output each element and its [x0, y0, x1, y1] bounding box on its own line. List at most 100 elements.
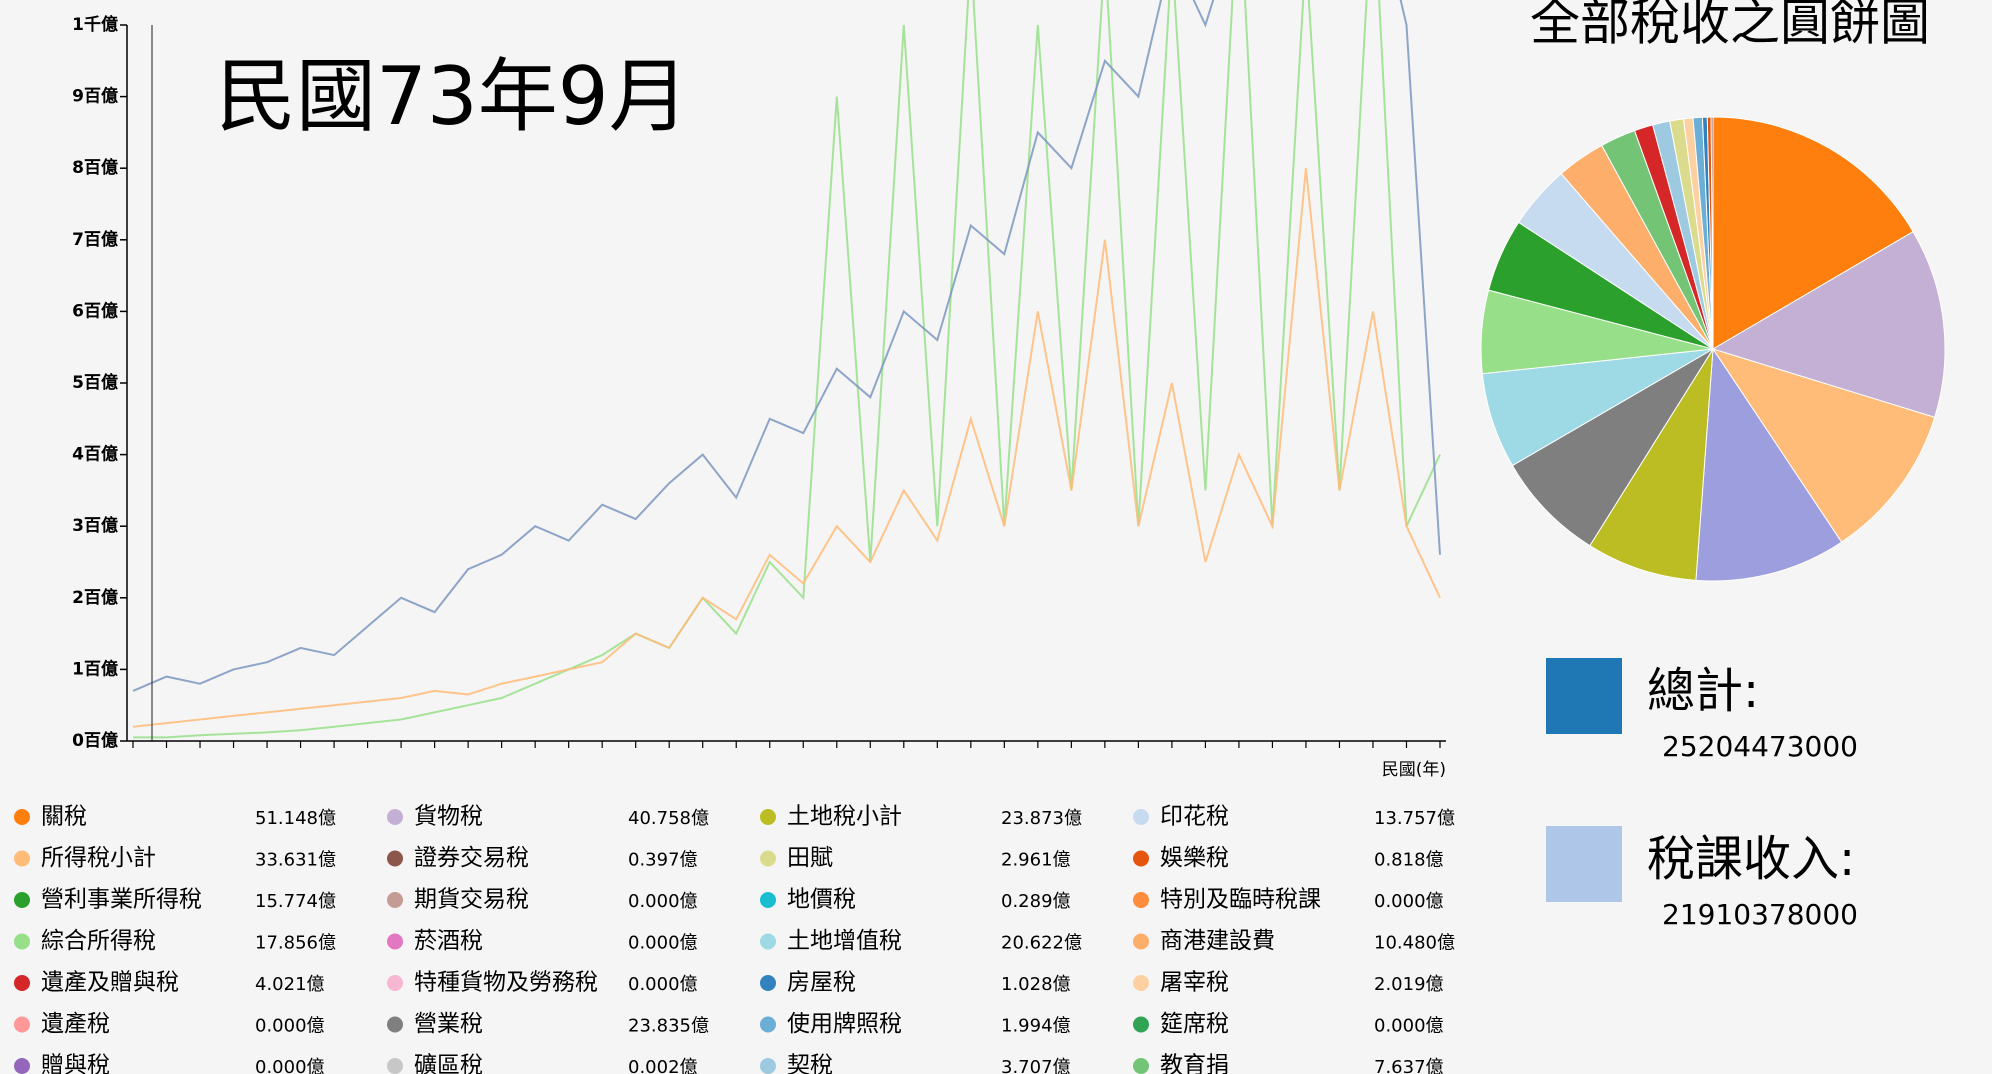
legend-name: 贈與稅: [41, 1053, 110, 1074]
legend-value: 0.000億: [1374, 1016, 1444, 1037]
total-swatch: [1546, 658, 1622, 734]
legend-dot: [14, 975, 30, 991]
series-line: [133, 0, 1441, 739]
legend-value: 23.835億: [628, 1016, 709, 1037]
legend-dot: [387, 892, 403, 908]
legend-dot: [1133, 850, 1149, 867]
legend-value: 51.148億: [255, 808, 336, 829]
legend-value: 23.873億: [1001, 808, 1082, 829]
series-line: [132, 168, 1441, 728]
pie-title: 全部稅收之圓餅圖: [1530, 0, 1930, 52]
legend-name: 房屋稅: [787, 970, 856, 996]
legend-dot: [14, 1016, 30, 1033]
legend-dot: [760, 850, 776, 867]
y-tick-label: 7百億: [72, 229, 118, 250]
legend-name: 契稅: [787, 1053, 833, 1074]
legend-name: 營業稅: [414, 1011, 483, 1037]
legend-name: 期貨交易稅: [414, 887, 529, 913]
legend-value: 0.000億: [628, 933, 698, 954]
legend-value: 0.000億: [1374, 891, 1444, 912]
legend-value: 0.397億: [628, 850, 698, 871]
total-label: 總計:: [1647, 663, 1759, 719]
total-value: 21910378000: [1662, 898, 1858, 931]
legend-value: 1.994億: [1001, 1016, 1071, 1037]
pie-slice: [1712, 116, 1914, 350]
legend-value: 15.774億: [255, 891, 336, 912]
pie-slice: [1710, 116, 1714, 350]
legend-value: 0.000億: [628, 891, 698, 912]
x-axis-label: 民國(年): [1382, 760, 1446, 780]
total-value: 25204473000: [1662, 730, 1858, 763]
legend-dot: [387, 933, 403, 950]
legend-name: 娛樂稅: [1160, 845, 1229, 871]
legend-dot: [1133, 1016, 1149, 1033]
legend-dot: [14, 1058, 30, 1074]
legend-name: 證券交易稅: [414, 845, 529, 871]
legend-name: 遺產及贈與稅: [41, 970, 179, 996]
legend-dot: [1133, 892, 1149, 908]
y-tick-label: 1千億: [72, 14, 118, 35]
legend-value: 0.002億: [628, 1057, 698, 1074]
legend-name: 礦區稅: [414, 1053, 483, 1074]
y-tick-label: 9百億: [72, 86, 118, 107]
plot-area: [132, 0, 1441, 739]
legend-dot: [760, 975, 776, 991]
legend-value: 17.856億: [255, 933, 336, 954]
legend-name: 地價稅: [787, 887, 856, 913]
y-tick-label: 0百億: [72, 730, 118, 751]
legend-dot: [387, 850, 403, 867]
y-tick-label: 6百億: [72, 300, 118, 321]
legend-value: 7.637億: [1374, 1057, 1444, 1074]
legend-name: 綜合所得稅: [41, 928, 156, 954]
legend-name: 特別及臨時稅課: [1160, 887, 1321, 913]
legend-value: 0.000億: [255, 1016, 325, 1037]
y-tick-label: 3百億: [72, 515, 118, 536]
pie-slice: [1511, 348, 1714, 547]
legend-value: 2.019億: [1374, 974, 1444, 995]
legend-dot: [14, 850, 30, 867]
legend-name: 特種貨物及勞務稅: [414, 970, 598, 996]
legend-dot: [14, 933, 30, 950]
legend-dot: [760, 1058, 776, 1074]
legend-name: 營利事業所得稅: [41, 887, 202, 913]
y-tick-label: 4百億: [72, 444, 118, 465]
legend-name: 筵席稅: [1160, 1011, 1229, 1037]
series-line: [132, 0, 1441, 692]
legend-dot: [1133, 809, 1149, 825]
legend-name: 貨物稅: [414, 804, 483, 830]
legend-name: 商港建設費: [1160, 928, 1275, 954]
legend-dot: [387, 975, 403, 991]
legend-dot: [1133, 975, 1149, 991]
legend-value: 1.028億: [1001, 974, 1071, 995]
legend-dot: [760, 933, 776, 950]
legend-value: 13.757億: [1374, 808, 1455, 829]
legend-name: 土地增值稅: [787, 928, 902, 954]
pie-slice: [1695, 347, 1843, 582]
legend-name: 菸酒稅: [414, 928, 483, 954]
legend-name: 關稅: [41, 804, 87, 830]
y-tick-label: 1百億: [72, 658, 118, 679]
legend-dot: [1133, 933, 1149, 950]
legend-value: 0.818億: [1374, 850, 1444, 871]
legend-value: 0.000億: [628, 974, 698, 995]
legend-dot: [387, 1016, 403, 1033]
legend-name: 屠宰稅: [1160, 970, 1229, 996]
legend-name: 所得稅小計: [41, 845, 156, 871]
legend-dot: [760, 809, 776, 825]
legend-value: 40.758億: [628, 808, 709, 829]
legend-dot: [387, 1058, 403, 1074]
pie-slice: [1711, 348, 1936, 543]
legend-value: 33.631億: [255, 850, 336, 871]
legend-name: 土地稅小計: [787, 804, 902, 830]
legend-name: 田賦: [787, 845, 833, 871]
legend-value: 0.000億: [255, 1057, 325, 1074]
legend-dot: [1133, 1058, 1149, 1074]
y-tick-label: 2百億: [72, 587, 118, 608]
annotation: 民國73年9月: [216, 50, 689, 143]
legend-dot: [760, 1016, 776, 1033]
legend-value: 10.480億: [1374, 933, 1455, 954]
legend-dot: [14, 809, 30, 825]
legend-name: 使用牌照稅: [787, 1011, 902, 1037]
pie-slice: [1589, 348, 1714, 581]
